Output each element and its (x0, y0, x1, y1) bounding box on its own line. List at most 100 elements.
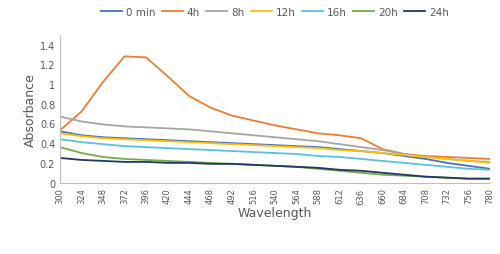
8h (444, 158, 450, 161)
Line: 20h: 20h (60, 148, 490, 179)
20h (122, 158, 128, 161)
0 min (100, 136, 106, 139)
12h (208, 142, 214, 145)
8h (380, 149, 386, 152)
0 min (487, 168, 493, 171)
20h (208, 162, 214, 165)
16h (250, 151, 256, 154)
12h (422, 156, 428, 159)
16h (422, 164, 428, 167)
0 min (380, 152, 386, 155)
8h (57, 116, 63, 119)
4h (208, 107, 214, 110)
24h (401, 173, 407, 177)
16h (272, 152, 278, 155)
Line: 4h: 4h (60, 57, 490, 159)
0 min (336, 148, 342, 151)
12h (78, 135, 84, 138)
4h (164, 75, 170, 78)
8h (122, 125, 128, 129)
Line: 8h: 8h (60, 117, 490, 162)
20h (358, 171, 364, 174)
8h (186, 128, 192, 131)
0 min (466, 165, 471, 168)
24h (229, 163, 235, 166)
0 min (294, 145, 300, 148)
4h (401, 153, 407, 156)
20h (401, 174, 407, 178)
20h (466, 178, 471, 181)
16h (294, 153, 300, 156)
0 min (229, 142, 235, 145)
4h (294, 128, 300, 131)
0 min (401, 155, 407, 158)
20h (164, 160, 170, 163)
0 min (57, 130, 63, 133)
4h (186, 95, 192, 98)
16h (380, 160, 386, 163)
16h (401, 162, 407, 165)
0 min (315, 146, 321, 149)
8h (143, 126, 149, 129)
20h (422, 176, 428, 179)
12h (229, 143, 235, 146)
8h (250, 134, 256, 137)
4h (336, 134, 342, 137)
16h (336, 156, 342, 159)
0 min (250, 143, 256, 146)
20h (250, 164, 256, 167)
4h (315, 132, 321, 135)
24h (315, 167, 321, 170)
24h (57, 157, 63, 160)
12h (272, 145, 278, 148)
Line: 24h: 24h (60, 158, 490, 179)
8h (315, 140, 321, 143)
24h (164, 162, 170, 165)
24h (122, 161, 128, 164)
20h (78, 152, 84, 155)
4h (250, 119, 256, 122)
12h (143, 139, 149, 142)
16h (143, 146, 149, 149)
20h (100, 156, 106, 159)
12h (122, 138, 128, 141)
0 min (272, 144, 278, 147)
8h (78, 120, 84, 123)
8h (272, 136, 278, 139)
20h (57, 146, 63, 149)
Line: 12h: 12h (60, 134, 490, 163)
12h (100, 137, 106, 140)
Line: 16h: 16h (60, 140, 490, 170)
4h (380, 148, 386, 151)
16h (315, 155, 321, 158)
12h (487, 162, 493, 165)
0 min (122, 137, 128, 140)
4h (272, 124, 278, 128)
4h (358, 137, 364, 140)
8h (164, 127, 170, 130)
8h (336, 143, 342, 146)
24h (186, 162, 192, 165)
24h (422, 176, 428, 179)
4h (57, 129, 63, 132)
20h (487, 178, 493, 181)
Line: 0 min: 0 min (60, 132, 490, 169)
20h (380, 173, 386, 177)
20h (186, 161, 192, 164)
4h (444, 156, 450, 159)
16h (444, 166, 450, 169)
20h (229, 163, 235, 166)
12h (57, 132, 63, 135)
16h (358, 158, 364, 161)
24h (78, 159, 84, 162)
12h (358, 150, 364, 153)
8h (422, 156, 428, 159)
20h (294, 166, 300, 169)
12h (250, 144, 256, 147)
8h (100, 123, 106, 126)
24h (380, 171, 386, 174)
16h (487, 169, 493, 172)
20h (272, 165, 278, 168)
4h (122, 56, 128, 59)
8h (229, 132, 235, 135)
